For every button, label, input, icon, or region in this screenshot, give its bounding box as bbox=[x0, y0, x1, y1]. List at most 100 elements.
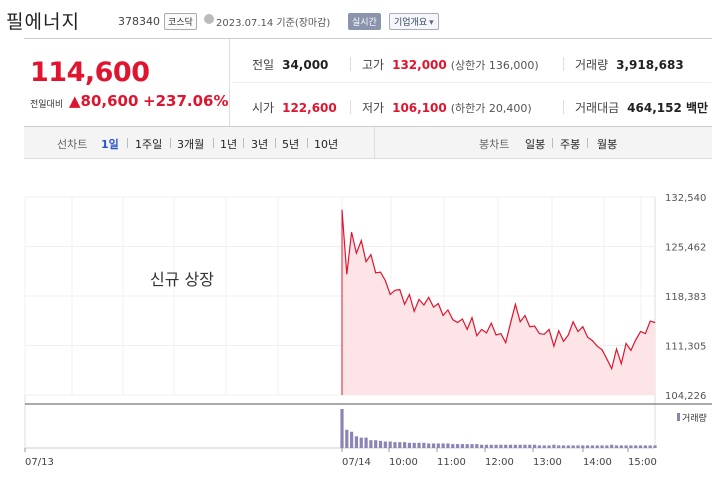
volume-bar bbox=[499, 444, 503, 448]
realtime-button[interactable]: 실시간 bbox=[348, 13, 381, 30]
price-point bbox=[563, 340, 564, 342]
price-point bbox=[351, 231, 353, 233]
tab-5years[interactable]: 5년 bbox=[282, 138, 300, 151]
volume-legend: 거래량 bbox=[677, 412, 707, 424]
high-label: 고가 bbox=[362, 58, 385, 72]
price-point bbox=[606, 358, 608, 360]
tab-monthly-candle[interactable]: 월봉 bbox=[597, 138, 618, 151]
price-point bbox=[365, 261, 367, 263]
candle-chart-label: 봉차트 bbox=[479, 138, 510, 151]
price-point bbox=[476, 335, 478, 337]
tab-weekly-candle[interactable]: 주봉 bbox=[560, 138, 581, 151]
price-point bbox=[644, 333, 646, 335]
volume-bar bbox=[465, 444, 469, 448]
price-point bbox=[375, 272, 377, 274]
price-point bbox=[461, 318, 463, 320]
tab-1year[interactable]: 1년 bbox=[220, 138, 238, 151]
volume-value: 3,918,683 bbox=[616, 58, 684, 72]
chevron-down-icon: ▾ bbox=[429, 18, 434, 28]
price-point bbox=[356, 252, 357, 254]
volume-bar bbox=[388, 441, 392, 448]
volume-bar bbox=[460, 444, 464, 448]
x-tick-label: 14:00 bbox=[583, 457, 612, 468]
tab-1week[interactable]: 1주일 bbox=[135, 138, 163, 151]
tab-3years[interactable]: 3년 bbox=[251, 138, 269, 151]
volume-bar bbox=[484, 444, 489, 448]
tab-3months[interactable]: 3개월 bbox=[177, 138, 205, 151]
low-price: 저가 106,100 (하한가 20,400) bbox=[362, 99, 532, 116]
volume-bar bbox=[590, 445, 594, 448]
quote-panel: 114,600 전일대비 ▲80,600 +237.06% 전일 34,000 고… bbox=[24, 38, 712, 127]
price-point bbox=[572, 321, 574, 323]
price-point bbox=[404, 303, 405, 305]
price-point bbox=[471, 317, 473, 318]
volume-bar bbox=[581, 445, 585, 448]
price-change-value: 80,600 bbox=[80, 92, 139, 110]
divider bbox=[563, 100, 564, 114]
price-point bbox=[625, 343, 627, 344]
high-value: 132,000 bbox=[392, 58, 447, 72]
tab-daily-candle[interactable]: 일봉 bbox=[525, 138, 546, 151]
current-price: 114,600 bbox=[30, 57, 150, 88]
divider bbox=[350, 100, 351, 114]
volume-bar bbox=[350, 431, 354, 448]
volume-bar bbox=[518, 444, 522, 448]
price-point bbox=[389, 294, 391, 295]
volume-bar bbox=[451, 444, 455, 448]
volume-bar bbox=[403, 442, 407, 448]
chart-tabs: 선차트 1일 1주일 3개월 1년 3년 5년 10년 봉차트 일봉 주봉 월봉 bbox=[24, 127, 712, 159]
volume-bar bbox=[431, 443, 436, 448]
amount-label: 거래대금 bbox=[575, 101, 620, 115]
volume-bar bbox=[359, 437, 363, 448]
company-overview-dropdown[interactable]: 기업개요 ▾ bbox=[389, 13, 439, 30]
low-label: 저가 bbox=[362, 101, 385, 115]
divider bbox=[231, 82, 711, 83]
price-point bbox=[360, 240, 362, 242]
upper-limit: (상한가 136,000) bbox=[450, 59, 539, 72]
up-arrow-icon: ▲ bbox=[69, 92, 81, 110]
x-tick-label: 15:00 bbox=[628, 457, 657, 468]
price-point bbox=[423, 304, 425, 306]
volume-bar bbox=[542, 445, 546, 448]
volume-bar bbox=[427, 443, 431, 448]
volume-bar bbox=[494, 444, 498, 448]
x-tick-label: 12:00 bbox=[485, 457, 514, 468]
volume-bar bbox=[614, 445, 619, 448]
volume-bar bbox=[354, 436, 359, 448]
x-tick-label: 13:00 bbox=[533, 457, 562, 468]
price-change-percent: +237.06% bbox=[143, 92, 229, 110]
stock-code: 378340 bbox=[118, 15, 160, 28]
price-point bbox=[620, 363, 622, 365]
open-label: 시가 bbox=[252, 101, 275, 115]
price-point bbox=[635, 339, 637, 341]
divider bbox=[552, 138, 553, 148]
volume-legend-label: 거래량 bbox=[682, 412, 707, 424]
x-tick-label: 10:00 bbox=[389, 457, 418, 468]
volume-bar bbox=[383, 441, 387, 448]
price-point bbox=[447, 309, 449, 311]
divider bbox=[587, 138, 588, 148]
price-point bbox=[384, 280, 386, 281]
price-point bbox=[457, 322, 458, 323]
volume-bar bbox=[619, 445, 623, 448]
price-point bbox=[558, 330, 560, 332]
x-tick-label: 07/13 bbox=[25, 457, 54, 468]
stock-header: 필에너지 378340 코스닥 2023.07.14 기준(장마감) 실시간 기… bbox=[0, 0, 712, 38]
price-point bbox=[611, 368, 613, 370]
prev-close-label: 전일 bbox=[252, 58, 275, 72]
volume-bar bbox=[374, 440, 378, 448]
y-tick-label: 111,305 bbox=[665, 342, 706, 353]
price-point bbox=[370, 254, 372, 256]
volume-bar bbox=[547, 445, 551, 448]
volume-bar bbox=[378, 440, 383, 448]
tab-1day[interactable]: 1일 bbox=[101, 138, 119, 151]
price-point bbox=[592, 340, 593, 342]
tab-10years[interactable]: 10년 bbox=[314, 138, 339, 151]
price-line bbox=[341, 209, 656, 371]
x-tick-label: 07/14 bbox=[342, 457, 371, 468]
volume-bar bbox=[446, 443, 450, 448]
volume-bar bbox=[605, 445, 609, 448]
volume-bar bbox=[634, 445, 638, 448]
volume-bar bbox=[571, 445, 575, 448]
volume-bar bbox=[643, 445, 647, 448]
